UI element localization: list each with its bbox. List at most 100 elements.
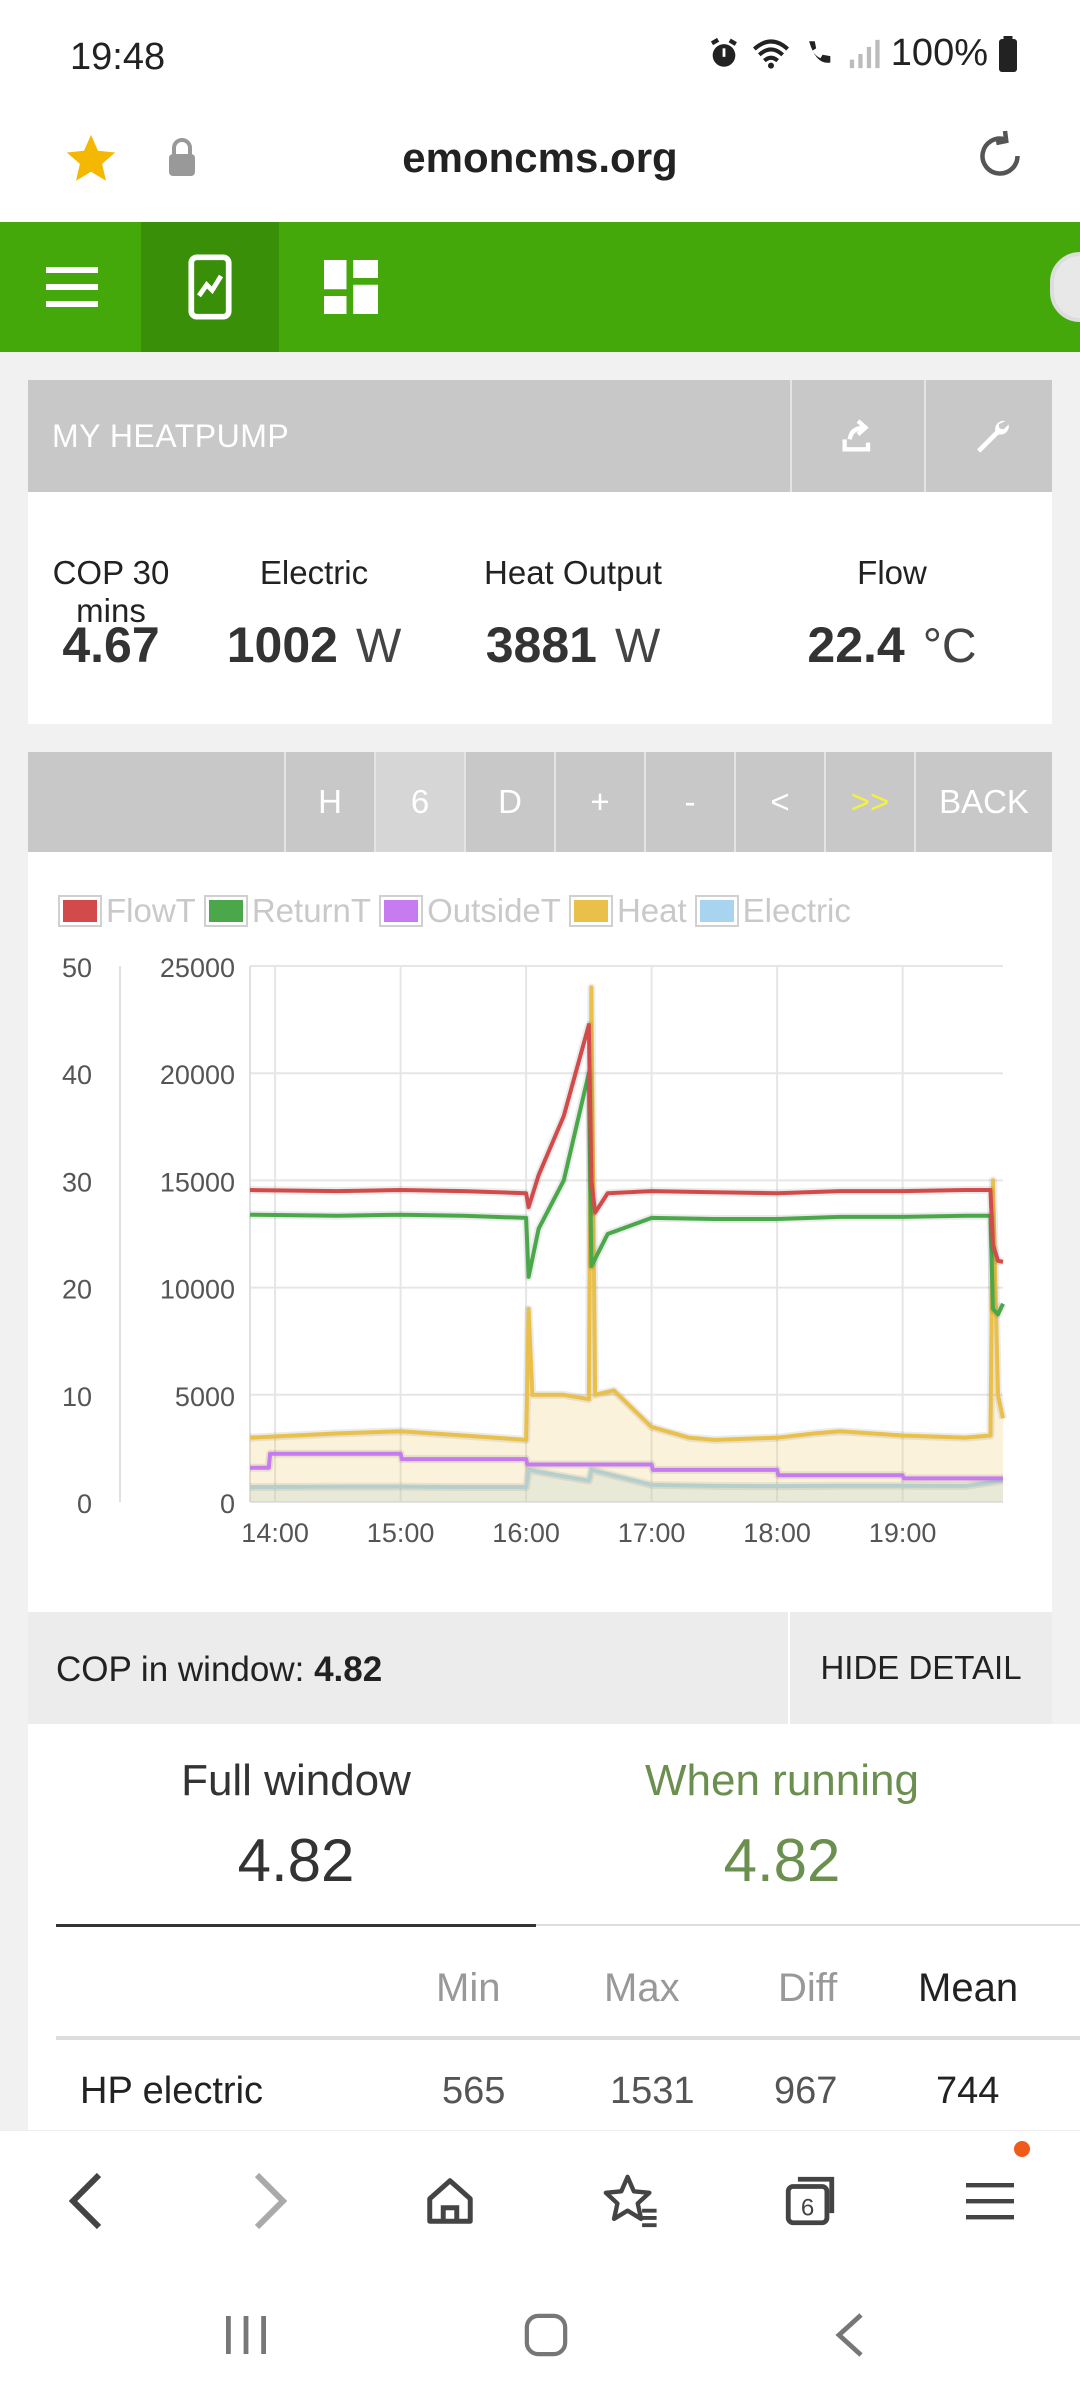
stat-number: 1002 <box>226 617 338 673</box>
tabs-button[interactable]: 6 <box>760 2161 860 2241</box>
battery-percent: 100% <box>890 32 988 74</box>
y-left-tick-label: 50 <box>62 953 92 983</box>
stat-unit: W <box>355 620 402 673</box>
series-area-electric <box>250 1469 1003 1502</box>
legend-label: Electric <box>742 892 851 929</box>
pan-right-button[interactable]: >> <box>824 752 914 852</box>
legend-swatch <box>694 895 739 927</box>
status-icons: 100% <box>707 32 1018 75</box>
legend-returnt[interactable]: ReturnT <box>203 892 371 930</box>
six-hour-button[interactable]: 6 <box>374 752 464 852</box>
bookmarks-button[interactable] <box>580 2161 680 2241</box>
chevron-right-icon <box>254 2172 287 2230</box>
row-max: 1531 <box>610 2070 695 2112</box>
series-line-returnt <box>249 1071 1005 1317</box>
stat-flow: Flow 22.4 °C <box>764 492 1020 724</box>
zoom-out-button[interactable]: - <box>644 752 734 852</box>
legend-flowt[interactable]: FlowT <box>58 892 196 930</box>
when-running-label: When running <box>645 1756 919 1805</box>
row-name: HP electric <box>80 2070 264 2112</box>
y-right-tick-label: 5000 <box>175 1382 235 1412</box>
stats-table-header: Min Max Diff Mean k <box>56 1956 1080 2032</box>
chart-legend: FlowT ReturnT OutsideT Heat Electric <box>58 892 859 930</box>
home-icon <box>427 2178 473 2224</box>
config-button[interactable] <box>924 380 1058 492</box>
share-button[interactable] <box>790 380 924 492</box>
legend-heat[interactable]: Heat <box>568 892 687 930</box>
y-left-tick-label: 20 <box>62 1275 92 1305</box>
stat-label: Flow <box>857 554 927 591</box>
hour-button[interactable]: H <box>284 752 374 852</box>
hide-detail-button[interactable]: HIDE DETAIL <box>788 1612 1052 1724</box>
header-min: Min <box>436 1966 501 2010</box>
legend-swatch <box>58 895 102 927</box>
wifi-call-icon <box>808 40 831 63</box>
row-min: 565 <box>442 2070 506 2112</box>
legend-label: FlowT <box>106 892 196 929</box>
bookmarks-star-icon <box>603 2174 657 2228</box>
when-running-tab[interactable]: When running 4.82 <box>542 1724 1022 1895</box>
menu-button[interactable] <box>3 222 141 352</box>
stat-heat-output: Heat Output 3881 W <box>434 492 712 724</box>
stat-value: 1002 W <box>194 616 434 674</box>
pan-left-button[interactable]: < <box>734 752 824 852</box>
legend-electric[interactable]: Electric <box>694 892 851 930</box>
series-line-flowt <box>249 1022 1004 1264</box>
x-tick-label: 16:00 <box>492 1518 560 1548</box>
cop-window-text: COP in window: 4.82 <box>56 1650 382 1690</box>
chevron-left-icon <box>69 2172 102 2230</box>
day-button[interactable]: D <box>464 752 554 852</box>
notification-dot <box>1014 2141 1030 2157</box>
legend-label: OutsideT <box>427 892 561 929</box>
home-system-button[interactable] <box>486 2300 606 2370</box>
app-view-button[interactable] <box>141 222 279 352</box>
user-avatar-button[interactable] <box>1050 252 1080 322</box>
bookmark-star-icon[interactable] <box>62 130 120 188</box>
back-button[interactable]: BACK <box>914 752 1052 852</box>
full-window-tab[interactable]: Full window 4.82 <box>56 1724 536 1895</box>
url-text[interactable]: emoncms.org <box>402 134 678 181</box>
legend-outsidet[interactable]: OutsideT <box>379 892 561 930</box>
lock-icon[interactable] <box>166 138 198 178</box>
y-right-tick-label: 0 <box>220 1489 235 1519</box>
stat-label: Electric <box>259 554 369 591</box>
forward-nav-button[interactable] <box>220 2161 320 2241</box>
stat-unit: W <box>614 620 661 673</box>
x-tick-label: 15:00 <box>367 1518 435 1548</box>
active-tab-underline <box>56 1924 536 1927</box>
recent-apps-button[interactable] <box>186 2300 306 2370</box>
y-right-tick-label: 25000 <box>160 953 235 983</box>
stat-value: 22.4 °C <box>764 616 1020 674</box>
y-left-tick-label: 30 <box>62 1167 92 1197</box>
system-nav-bar <box>0 2270 1080 2400</box>
series-line-electric <box>249 1467 1004 1489</box>
browser-menu-button[interactable] <box>940 2161 1040 2241</box>
stat-number: 4.67 <box>62 617 160 673</box>
back-nav-button[interactable] <box>36 2161 136 2241</box>
when-running-value: 4.82 <box>723 1827 841 1894</box>
heatpump-header: MY HEATPUMP <box>28 380 1052 492</box>
dashboard-button[interactable] <box>282 222 420 352</box>
status-bar: 19:48 100% <box>0 0 1080 118</box>
stat-label: Heat Output <box>484 554 662 591</box>
zoom-in-button[interactable]: + <box>554 752 644 852</box>
full-window-value: 4.82 <box>237 1827 355 1894</box>
home-button[interactable] <box>400 2161 500 2241</box>
app-nav-bar <box>0 222 1080 352</box>
reload-icon[interactable] <box>970 126 1030 186</box>
series-line-outsidet <box>250 1451 1003 1481</box>
back-chevron-icon <box>835 2313 863 2357</box>
back-system-button[interactable] <box>790 2300 910 2370</box>
table-divider <box>56 2036 1080 2040</box>
series-line-heat <box>249 985 1005 1442</box>
x-tick-label: 18:00 <box>743 1518 811 1548</box>
header-mean: Mean <box>918 1966 1019 2010</box>
svg-text:6: 6 <box>801 2195 814 2222</box>
x-tick-label: 19:00 <box>869 1518 937 1548</box>
app-content: MY HEATPUMP COP 30 mins 4.67 Electric 10… <box>0 352 1080 2130</box>
x-tick-label: 17:00 <box>618 1518 686 1548</box>
stat-cop: COP 30 mins 4.67 <box>28 492 194 724</box>
y-right-tick-label: 20000 <box>160 1060 235 1090</box>
status-time: 19:48 <box>70 36 166 78</box>
